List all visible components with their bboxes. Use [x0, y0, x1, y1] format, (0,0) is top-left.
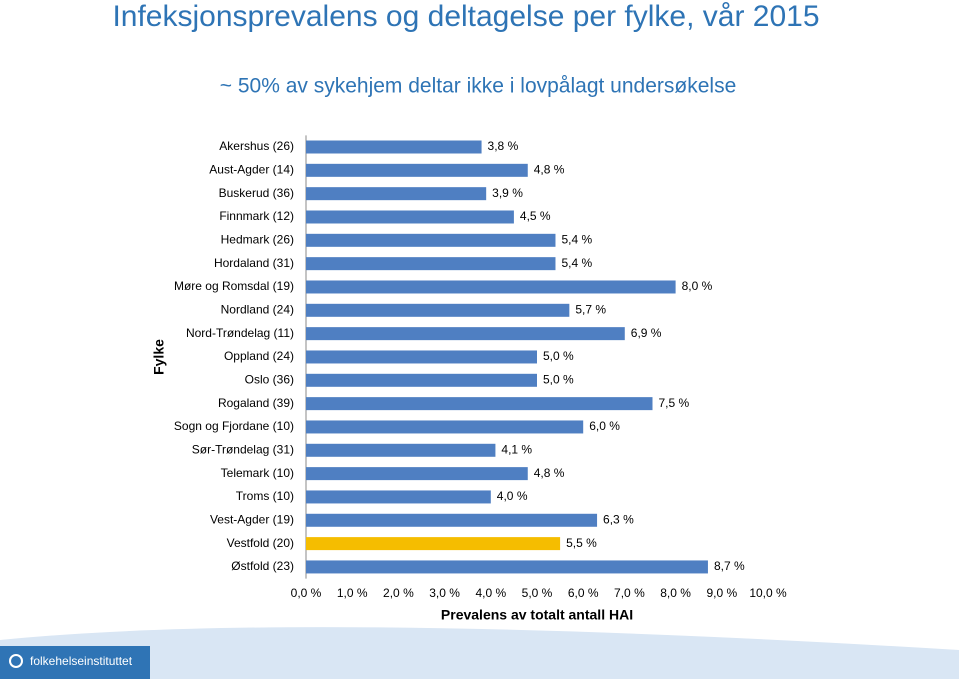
bar: [306, 537, 561, 551]
x-tick-label: 3,0 %: [429, 586, 460, 600]
y-tick-label: Hordaland (31): [214, 256, 294, 270]
bar: [306, 280, 676, 294]
y-tick-label: Akershus (26): [219, 139, 294, 153]
y-tick-label: Telemark (10): [221, 466, 294, 480]
logo-icon: [9, 654, 23, 668]
bar: [306, 350, 537, 364]
bar: [306, 420, 584, 434]
background-swoosh: [0, 627, 959, 679]
bar: [306, 140, 482, 154]
value-label: 5,4 %: [561, 256, 592, 270]
value-label: 5,7 %: [575, 302, 606, 316]
bar: [306, 303, 570, 317]
bar: [306, 233, 556, 247]
bar: [306, 373, 537, 387]
y-tick-label: Hedmark (26): [221, 232, 294, 246]
x-tick-label: 1,0 %: [337, 586, 368, 600]
value-label: 5,4 %: [561, 232, 592, 246]
value-label: 8,0 %: [682, 279, 713, 293]
logo-band: [0, 646, 150, 679]
y-tick-label: Vestfold (20): [227, 536, 294, 550]
value-label: 6,0 %: [589, 419, 620, 433]
x-tick-label: 5,0 %: [522, 586, 553, 600]
y-tick-label: Østfold (23): [231, 559, 294, 573]
x-tick-label: 6,0 %: [568, 586, 599, 600]
value-label: 4,1 %: [501, 442, 532, 456]
y-tick-label: Sør-Trøndelag (31): [192, 442, 294, 456]
value-label: 5,0 %: [543, 349, 574, 363]
x-tick-label: 7,0 %: [614, 586, 645, 600]
y-tick-label: Aust-Agder (14): [209, 163, 294, 177]
value-label: 8,7 %: [714, 559, 745, 573]
value-label: 4,5 %: [520, 209, 551, 223]
bar: [306, 443, 496, 457]
bar: [306, 257, 556, 271]
value-label: 7,5 %: [659, 396, 690, 410]
value-label: 5,5 %: [566, 536, 597, 550]
y-tick-label: Møre og Romsdal (19): [174, 279, 294, 293]
bar: [306, 187, 487, 201]
value-label: 4,0 %: [497, 489, 528, 503]
bar: [306, 327, 625, 341]
y-axis-title: Fylke: [151, 339, 167, 375]
value-label: 6,9 %: [631, 326, 662, 340]
bar: [306, 560, 708, 574]
value-label: 3,9 %: [492, 186, 523, 200]
x-axis-title: Prevalens av totalt antall HAI: [441, 607, 633, 623]
y-tick-label: Oslo (36): [245, 372, 294, 386]
y-tick-label: Rogaland (39): [218, 396, 294, 410]
x-tick-label: 2,0 %: [383, 586, 414, 600]
x-tick-label: 10,0 %: [749, 586, 787, 600]
x-tick-label: 4,0 %: [475, 586, 506, 600]
value-label: 5,0 %: [543, 372, 574, 386]
bar: [306, 210, 514, 224]
x-tick-label: 8,0 %: [660, 586, 691, 600]
chart-subtitle: ~ 50% av sykehjem deltar ikke i lovpålag…: [220, 75, 737, 98]
bar: [306, 513, 598, 527]
bar: [306, 467, 528, 481]
value-label: 3,8 %: [488, 139, 519, 153]
value-label: 4,8 %: [534, 466, 565, 480]
y-tick-label: Vest-Agder (19): [210, 512, 294, 526]
x-tick-label: 9,0 %: [706, 586, 737, 600]
bar: [306, 397, 653, 411]
logo-text: folkehelseinstituttet: [30, 654, 133, 668]
value-label: 4,8 %: [534, 163, 565, 177]
x-tick-label: 0,0 %: [291, 586, 322, 600]
y-tick-label: Nordland (24): [221, 302, 294, 316]
y-tick-label: Troms (10): [236, 489, 294, 503]
y-tick-label: Buskerud (36): [219, 186, 294, 200]
y-tick-label: Oppland (24): [224, 349, 294, 363]
value-label: 6,3 %: [603, 512, 634, 526]
y-tick-label: Sogn og Fjordane (10): [174, 419, 294, 433]
y-tick-label: Nord-Trøndelag (11): [186, 326, 294, 340]
y-tick-label: Finnmark (12): [219, 209, 294, 223]
bar: [306, 163, 528, 177]
bar: [306, 490, 491, 504]
chart-title: Infeksjonsprevalens og deltagelse per fy…: [112, 0, 819, 33]
